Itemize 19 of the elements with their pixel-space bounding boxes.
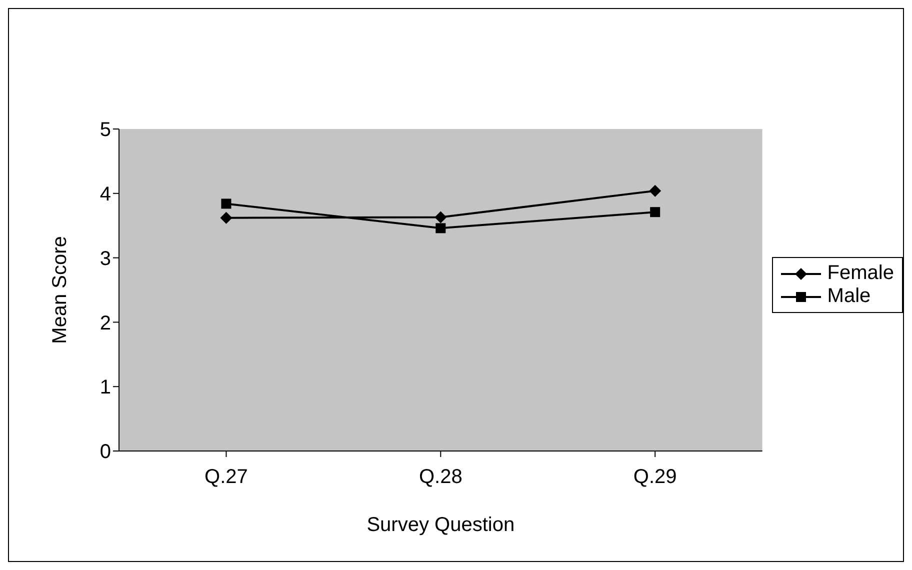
point [434,211,447,224]
y-axis-title: Mean Score [49,236,72,344]
x-tick-label: Q.29 [633,466,677,488]
y-tick-label: 0 [100,441,111,464]
y-tick-label: 1 [100,376,111,399]
x-axis-title: Survey Question [366,514,515,536]
point [221,198,232,209]
legend-label: Male [827,285,871,308]
x-tick-label: Q.27 [204,466,248,488]
legend-label: Female [827,262,894,285]
y-tick-label: 5 [100,119,111,142]
point [650,207,660,218]
y-tick-label: 3 [100,248,111,270]
point [436,223,446,234]
y-tick-label: 4 [100,184,111,206]
point [220,212,232,224]
point [649,184,662,197]
y-tick-label: 2 [100,312,111,334]
x-tick-label: Q.28 [418,466,462,488]
